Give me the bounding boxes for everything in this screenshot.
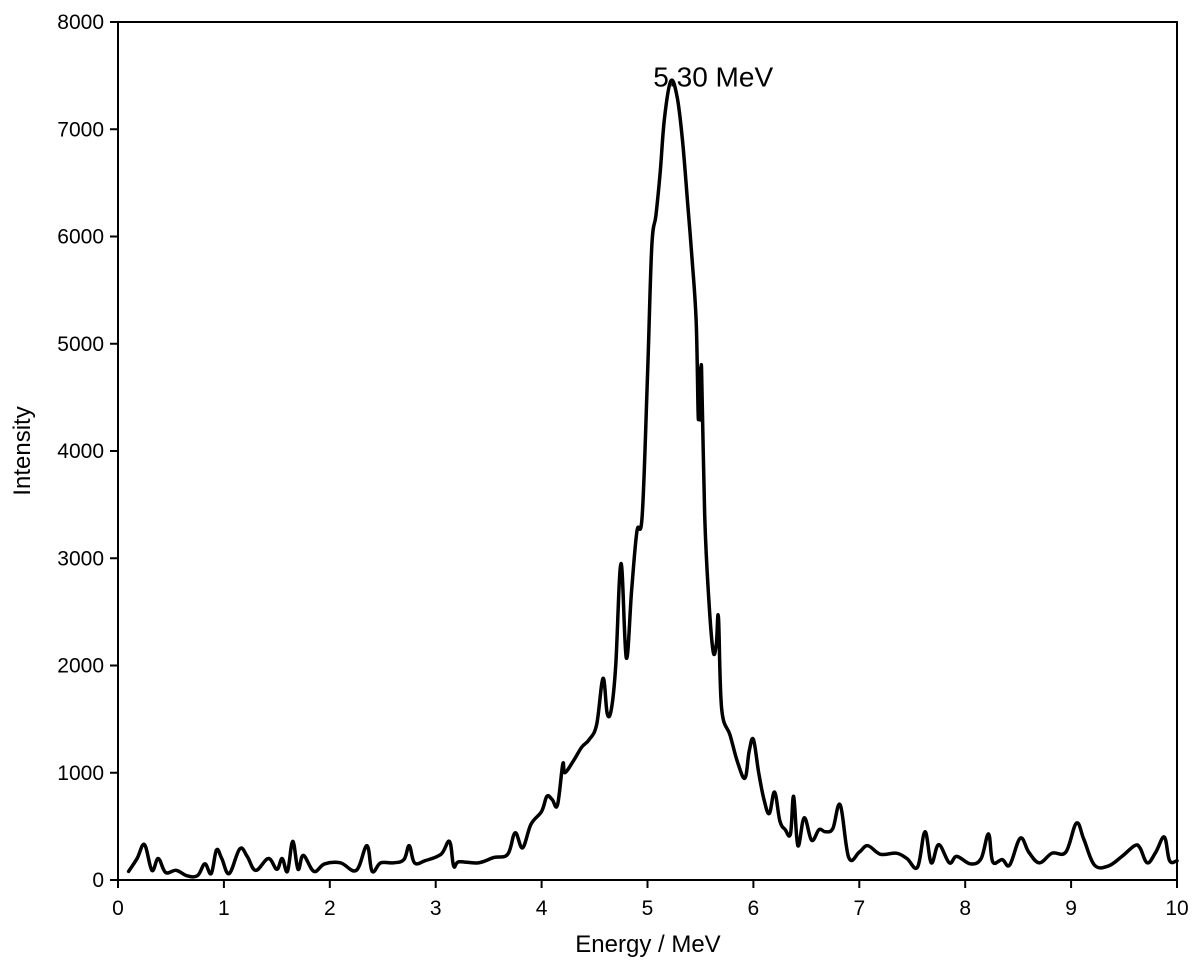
x-tick-label: 6 (748, 897, 760, 920)
y-tick-label: 7000 (57, 118, 104, 141)
y-tick-label: 6000 (57, 226, 104, 249)
plot-area-border (118, 22, 1177, 880)
x-tick-label: 4 (536, 897, 548, 920)
x-tick-label: 1 (218, 897, 230, 920)
x-tick-label: 0 (112, 897, 124, 920)
x-tick-label: 7 (853, 897, 865, 920)
x-tick-label: 10 (1165, 897, 1188, 920)
x-axis-ticks: 0 1 2 3 4 5 6 7 8 9 10 (112, 880, 1189, 920)
x-tick-label: 3 (430, 897, 442, 920)
y-tick-label: 4000 (57, 440, 104, 463)
y-tick-label: 8000 (57, 11, 104, 34)
y-tick-label: 5000 (57, 333, 104, 356)
y-axis-ticks: 0 1000 2000 3000 4000 5000 6000 7000 8000 (57, 11, 118, 892)
y-tick-label: 1000 (57, 762, 104, 785)
x-tick-label: 5 (642, 897, 654, 920)
x-tick-label: 9 (1065, 897, 1077, 920)
x-axis-title: Energy / MeV (575, 931, 720, 958)
x-tick-label: 2 (324, 897, 336, 920)
x-tick-label: 8 (959, 897, 971, 920)
y-axis-title: Intensity (9, 406, 36, 495)
y-tick-label: 0 (92, 869, 104, 892)
y-tick-label: 2000 (57, 655, 104, 678)
y-tick-label: 3000 (57, 547, 104, 570)
peak-annotation: 5.30 MeV (653, 61, 773, 92)
